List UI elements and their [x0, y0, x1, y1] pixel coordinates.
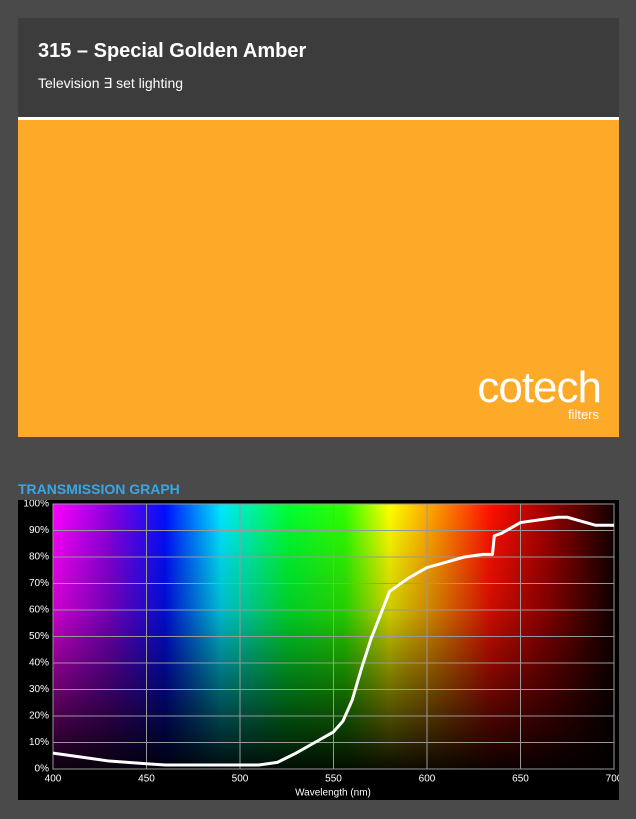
- x-tick-label: 700: [606, 774, 619, 785]
- y-tick-label: 100%: [23, 500, 49, 510]
- title: 315 – Special Golden Amber: [38, 40, 307, 62]
- y-tick-label: 0%: [35, 764, 50, 775]
- y-tick-label: 70%: [29, 578, 49, 589]
- transmission-line: [52, 515, 614, 767]
- x-tick-label: 550: [325, 774, 342, 785]
- color-swatch: cotech filters: [18, 120, 619, 437]
- y-tick-label: 40%: [29, 658, 49, 669]
- graph-heading: TRANSMISSION GRAPH: [18, 481, 180, 497]
- x-tick-label: 450: [138, 774, 155, 785]
- y-tick-label: 90%: [29, 525, 49, 536]
- y-tick-label: 10%: [29, 737, 49, 748]
- x-axis-label: Wavelength (nm): [295, 788, 371, 799]
- x-tick-label: 500: [232, 774, 249, 785]
- y-tick-label: 50%: [29, 631, 49, 642]
- logo-text: cotech: [477, 363, 602, 412]
- y-tick-label: 60%: [29, 605, 49, 616]
- header: 315 – Special Golden Amber Television ∃ …: [18, 18, 619, 120]
- x-tick-label: 650: [512, 774, 529, 785]
- chart: Wavelength (nm) 0% 10% 20% 30% 40% 50% 60% 70% 8…: [18, 500, 619, 800]
- x-tick-label: 600: [419, 774, 436, 785]
- y-tick-label: 80%: [29, 552, 49, 563]
- x-tick-label: 400: [45, 774, 62, 785]
- logo-subtext: filters: [567, 407, 599, 422]
- y-tick-label: 20%: [29, 711, 49, 722]
- subtitle: Television ∃ set lighting: [38, 75, 184, 91]
- logo: cotech filters: [477, 363, 602, 422]
- y-tick-label: 30%: [29, 684, 49, 695]
